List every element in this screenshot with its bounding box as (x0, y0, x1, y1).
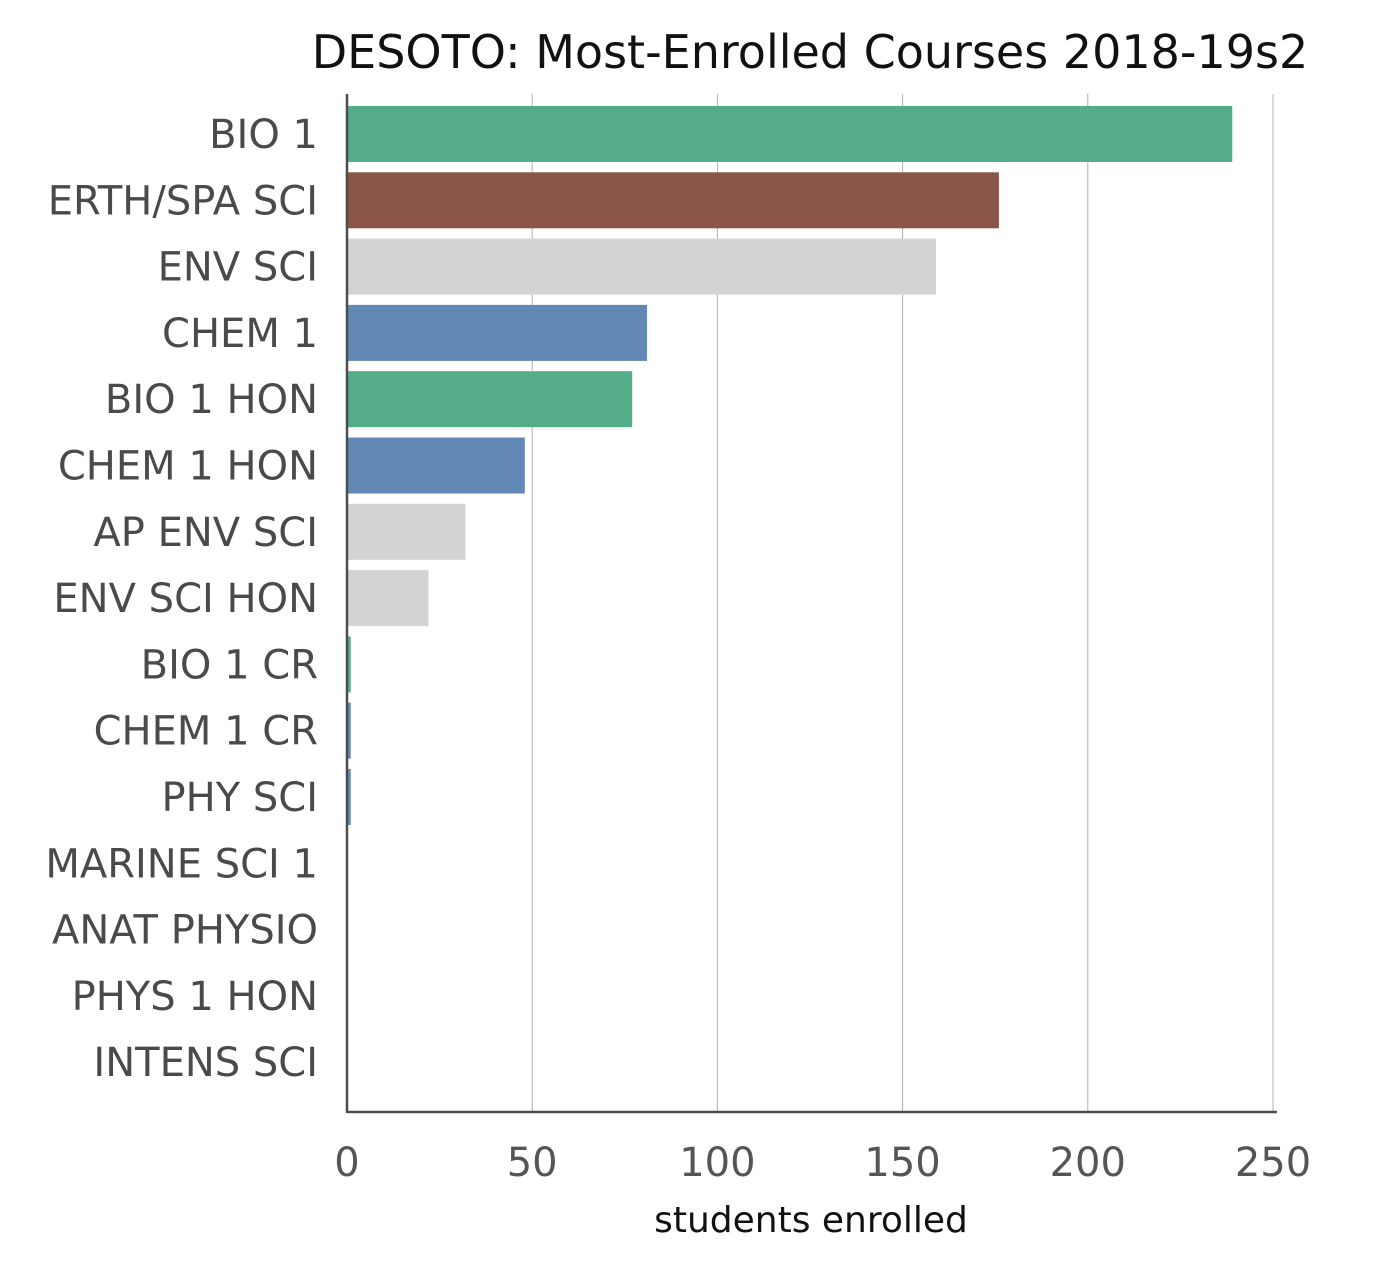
bar (347, 702, 351, 759)
y-tick-label: ERTH/SPA SCI (48, 178, 318, 224)
y-tick-label: BIO 1 HON (105, 377, 318, 423)
y-tick-label: MARINE SCI 1 (45, 841, 318, 887)
y-tick-label: PHYS 1 HON (72, 974, 318, 1020)
x-tick-label: 250 (1235, 1140, 1311, 1186)
y-tick-labels: BIO 1 ERTH/SPA SCI ENV SCI CHEM 1 BIO 1 HON C… (45, 112, 318, 1086)
bar (347, 238, 936, 295)
y-tick-label: CHEM 1 HON (58, 444, 318, 490)
y-tick-label: AP ENV SCI (93, 510, 318, 556)
chart-title: DESOTO: Most-Enrolled Courses 2018-19s2 (312, 25, 1309, 79)
bar (347, 636, 351, 693)
bar (347, 371, 633, 428)
y-tick-label: CHEM 1 (162, 311, 318, 357)
x-tick-label: 50 (507, 1140, 558, 1186)
y-tick-label: PHY SCI (162, 775, 318, 821)
x-axis-label: students enrolled (654, 1200, 968, 1241)
bar (347, 570, 429, 627)
bar (347, 437, 525, 494)
y-tick-label: BIO 1 (209, 112, 318, 158)
x-tick-labels: 0 50 100 150 200 250 (334, 1140, 1311, 1186)
bar (347, 503, 466, 560)
bar (347, 769, 351, 825)
bar (347, 106, 1233, 162)
y-tick-label: CHEM 1 CR (94, 709, 318, 755)
x-tick-label: 200 (1050, 1140, 1126, 1186)
x-tick-label: 150 (864, 1140, 940, 1186)
bars (347, 106, 1233, 825)
bar (347, 172, 999, 229)
y-tick-label: INTENS SCI (93, 1040, 318, 1086)
y-tick-label: ENV SCI HON (53, 576, 318, 622)
bar (347, 304, 648, 361)
axes (345, 94, 1277, 1114)
x-tick-label: 0 (334, 1140, 359, 1186)
y-tick-label: ENV SCI (158, 245, 318, 291)
y-tick-label: ANAT PHYSIO (52, 908, 318, 954)
x-tick-label: 100 (679, 1140, 755, 1186)
y-tick-label: BIO 1 CR (141, 642, 318, 688)
